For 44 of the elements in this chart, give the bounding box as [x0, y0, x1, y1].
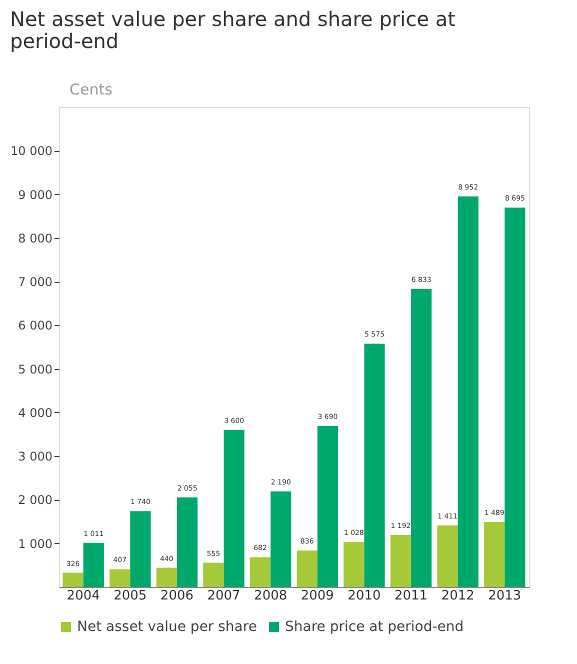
- y-tick-label: 8 000: [18, 231, 52, 246]
- x-tick-label: 2011: [394, 588, 428, 604]
- bar: [110, 569, 130, 587]
- y-tick-label: 6 000: [18, 318, 52, 333]
- bar: [130, 511, 151, 587]
- legend-label: Share price at period-end: [285, 619, 464, 635]
- chart-title: Net asset value per share and share price at period-end: [10, 7, 456, 53]
- bar: [390, 534, 412, 587]
- legend-label: Net asset value per share: [77, 619, 257, 635]
- y-tick-label: 9 000: [18, 188, 52, 202]
- bar: [296, 550, 318, 587]
- bar: [317, 426, 338, 587]
- x-tick-label: 2005: [114, 588, 147, 604]
- bar: [437, 525, 458, 587]
- x-tick-label: 2012: [441, 588, 474, 604]
- bar: [411, 288, 432, 587]
- bar: [250, 557, 271, 587]
- bar: [203, 562, 224, 587]
- y-tick-label: 2 000: [18, 493, 52, 508]
- x-tick-label: 2008: [254, 588, 288, 604]
- x-tick-label: 2013: [488, 588, 522, 604]
- bar: [344, 542, 364, 587]
- bar: [83, 542, 104, 587]
- y-tick-label: 7 000: [18, 275, 52, 290]
- bar: [62, 572, 84, 587]
- y-tick-label: 3 000: [18, 450, 52, 464]
- bar: [176, 497, 198, 587]
- y-tick-label: 4 000: [18, 406, 52, 420]
- x-tick-label: 2004: [66, 588, 100, 604]
- y-axis-title: Cents: [70, 80, 113, 98]
- x-tick-label: 2010: [348, 588, 381, 604]
- bar: [224, 430, 244, 587]
- x-tick-label: 2009: [300, 588, 334, 604]
- y-tick-label: 1 000: [18, 536, 52, 551]
- bar: [364, 344, 385, 587]
- bar: [156, 568, 177, 587]
- x-tick-label: 2006: [160, 588, 194, 604]
- bar: [270, 491, 292, 587]
- bar: [458, 196, 478, 587]
- y-tick-label: 10 000: [10, 144, 52, 158]
- y-tick-label: 5 000: [18, 362, 52, 376]
- bar: [484, 522, 505, 587]
- bar: [504, 208, 526, 587]
- x-tick-label: 2007: [207, 588, 240, 604]
